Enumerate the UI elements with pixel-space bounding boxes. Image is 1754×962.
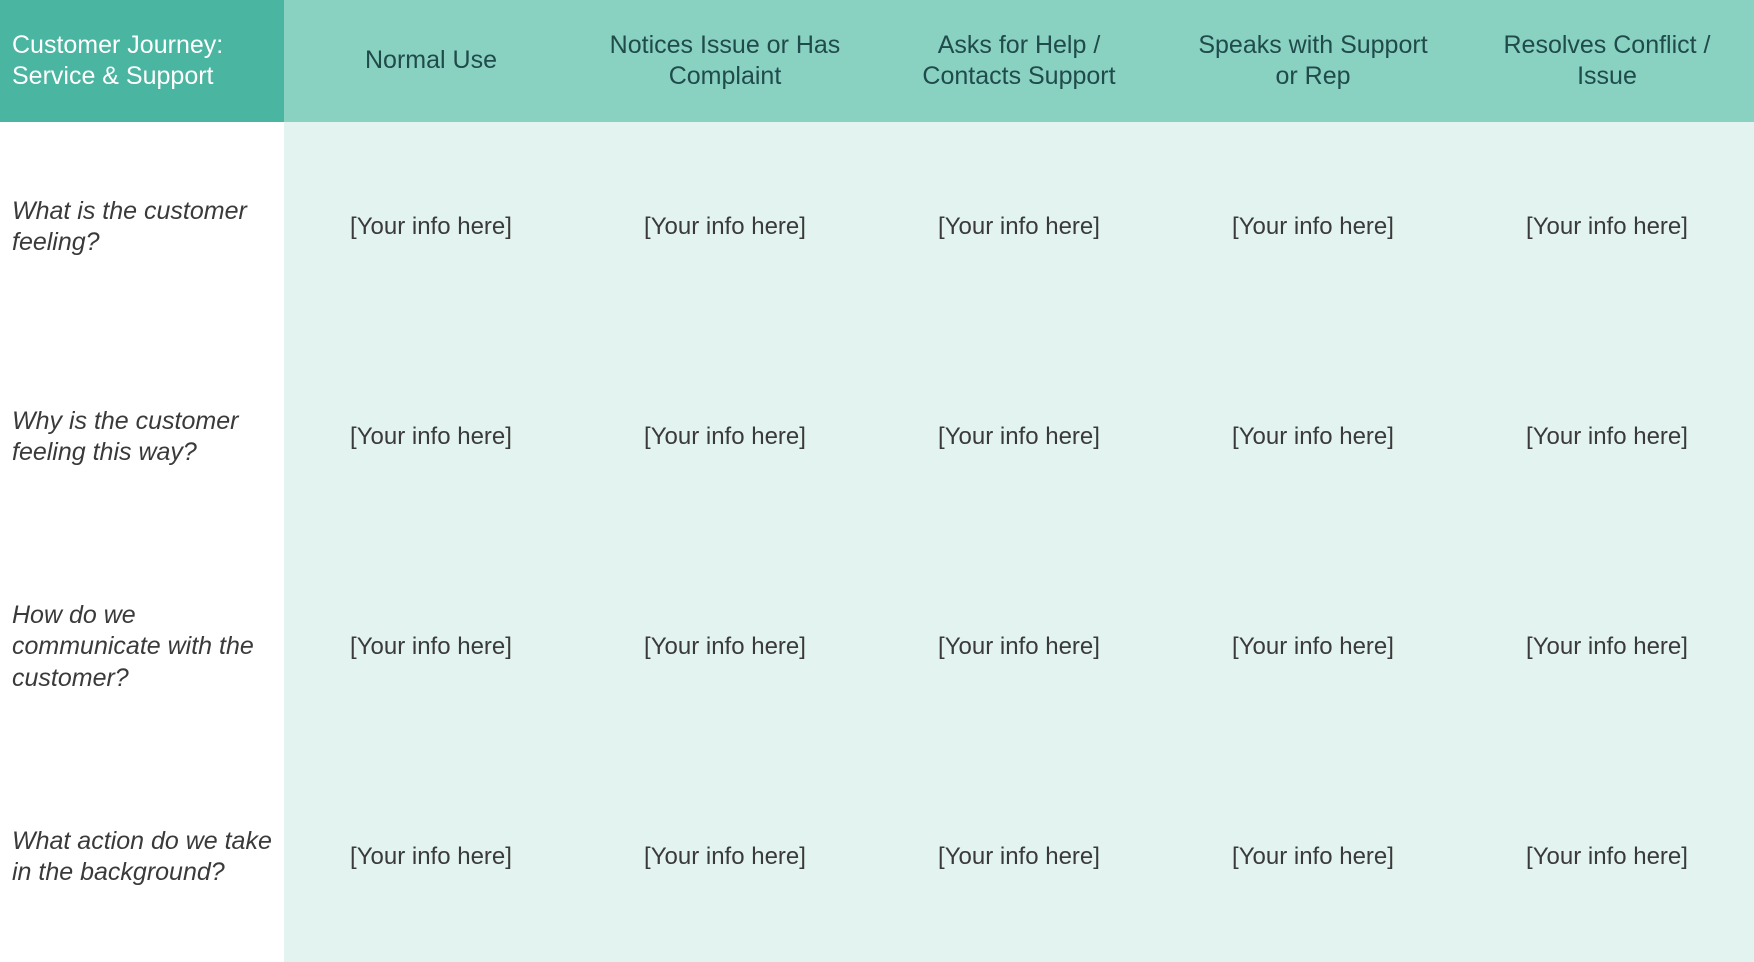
row-header-label: Why is the customer feeling this way? — [12, 406, 272, 469]
cell-placeholder: [Your info here] — [938, 423, 1100, 451]
cell-placeholder: [Your info here] — [1232, 843, 1394, 871]
cell-placeholder: [Your info here] — [938, 213, 1100, 241]
cell-placeholder: [Your info here] — [1526, 843, 1688, 871]
row-header-label: How do we communicate with the customer? — [12, 600, 272, 694]
cell-placeholder: [Your info here] — [644, 213, 806, 241]
table-cell[interactable]: [Your info here] — [284, 752, 578, 962]
cell-placeholder: [Your info here] — [1526, 213, 1688, 241]
table-cell[interactable]: [Your info here] — [1166, 752, 1460, 962]
column-header: Normal Use — [284, 0, 578, 122]
table-cell[interactable]: [Your info here] — [1166, 542, 1460, 752]
table-cell[interactable]: [Your info here] — [578, 542, 872, 752]
row-header-label: What is the customer feeling? — [12, 196, 272, 259]
column-header-label: Asks for Help / Contacts Support — [892, 30, 1146, 93]
table-cell[interactable]: [Your info here] — [1166, 122, 1460, 332]
table-cell[interactable]: [Your info here] — [578, 332, 872, 542]
table-cell[interactable]: [Your info here] — [284, 122, 578, 332]
row-header: What is the customer feeling? — [0, 122, 284, 332]
cell-placeholder: [Your info here] — [938, 633, 1100, 661]
table-cell[interactable]: [Your info here] — [578, 752, 872, 962]
cell-placeholder: [Your info here] — [1232, 633, 1394, 661]
corner-title-text: Customer Journey: Service & Support — [12, 30, 272, 93]
cell-placeholder: [Your info here] — [644, 423, 806, 451]
cell-placeholder: [Your info here] — [350, 213, 512, 241]
cell-placeholder: [Your info here] — [1526, 423, 1688, 451]
column-header: Asks for Help / Contacts Support — [872, 0, 1166, 122]
table-cell[interactable]: [Your info here] — [284, 332, 578, 542]
table-corner-title: Customer Journey: Service & Support — [0, 0, 284, 122]
row-header: How do we communicate with the customer? — [0, 542, 284, 752]
cell-placeholder: [Your info here] — [644, 843, 806, 871]
table-cell[interactable]: [Your info here] — [1460, 752, 1754, 962]
cell-placeholder: [Your info here] — [350, 633, 512, 661]
table-cell[interactable]: [Your info here] — [284, 542, 578, 752]
cell-placeholder: [Your info here] — [644, 633, 806, 661]
row-header: What action do we take in the background… — [0, 752, 284, 962]
table-cell[interactable]: [Your info here] — [872, 332, 1166, 542]
column-header-label: Speaks with Support or Rep — [1186, 30, 1440, 93]
table-cell[interactable]: [Your info here] — [872, 542, 1166, 752]
cell-placeholder: [Your info here] — [938, 843, 1100, 871]
cell-placeholder: [Your info here] — [350, 843, 512, 871]
table-cell[interactable]: [Your info here] — [872, 122, 1166, 332]
table-cell[interactable]: [Your info here] — [1460, 542, 1754, 752]
table-cell[interactable]: [Your info here] — [1460, 122, 1754, 332]
column-header-label: Resolves Conflict / Issue — [1480, 30, 1734, 93]
cell-placeholder: [Your info here] — [1232, 213, 1394, 241]
column-header-label: Notices Issue or Has Complaint — [598, 30, 852, 93]
cell-placeholder: [Your info here] — [1232, 423, 1394, 451]
cell-placeholder: [Your info here] — [1526, 633, 1688, 661]
table-cell[interactable]: [Your info here] — [872, 752, 1166, 962]
column-header: Notices Issue or Has Complaint — [578, 0, 872, 122]
table-cell[interactable]: [Your info here] — [1460, 332, 1754, 542]
journey-table: Customer Journey: Service & Support Norm… — [0, 0, 1754, 962]
cell-placeholder: [Your info here] — [350, 423, 512, 451]
row-header: Why is the customer feeling this way? — [0, 332, 284, 542]
table-cell[interactable]: [Your info here] — [1166, 332, 1460, 542]
row-header-label: What action do we take in the background… — [12, 826, 272, 889]
column-header: Resolves Conflict / Issue — [1460, 0, 1754, 122]
table-cell[interactable]: [Your info here] — [578, 122, 872, 332]
column-header-label: Normal Use — [365, 45, 497, 76]
column-header: Speaks with Support or Rep — [1166, 0, 1460, 122]
